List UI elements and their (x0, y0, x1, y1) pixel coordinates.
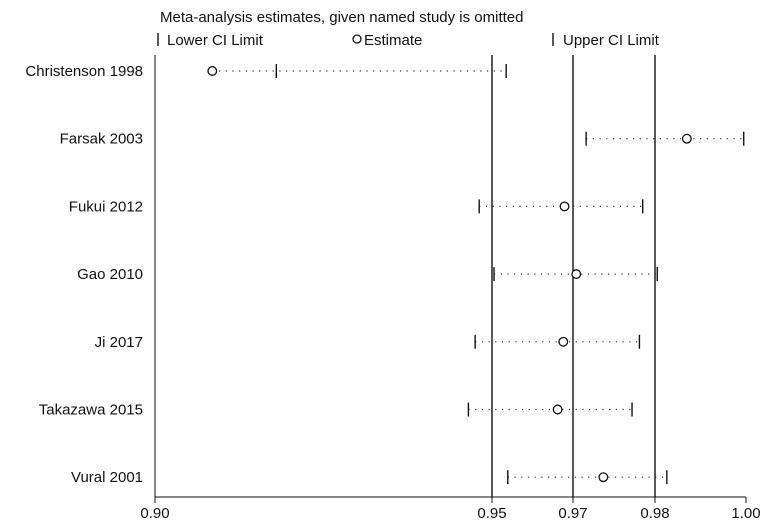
x-tick-label: 0.95 (477, 505, 506, 522)
study-name: Gao 2010 (77, 266, 143, 283)
legend: Lower CI Limit Estimate Upper CI Limit (157, 32, 660, 49)
study-name: Takazawa 2015 (39, 402, 143, 419)
study-name: Fukui 2012 (69, 198, 143, 215)
legend-estimate-marker (352, 34, 362, 44)
estimate-marker (571, 269, 582, 280)
x-tick-label: 0.98 (640, 505, 669, 522)
estimate-marker (552, 404, 563, 415)
estimate-marker (681, 133, 692, 144)
x-axis-ticks: 0.90 0.95 0.97 0.98 1.00 (140, 497, 761, 522)
study-row: Christenson 1998 (25, 63, 507, 80)
estimate-marker (559, 201, 570, 212)
x-tick-label: 0.97 (558, 505, 587, 522)
study-row: Fukui 2012 (69, 198, 644, 215)
estimate-marker (207, 66, 218, 76)
study-row: Farsak 2003 (60, 131, 745, 148)
legend-estimate-label: Estimate (364, 32, 422, 49)
study-name: Ji 2017 (95, 334, 143, 351)
legend-upper-label: Upper CI Limit (563, 32, 660, 49)
estimate-marker (598, 472, 609, 483)
study-row: Gao 2010 (77, 266, 658, 283)
study-rows: Christenson 1998 Farsak 2003 Fukui 2012 Gao… (25, 63, 745, 486)
x-tick-label: 0.90 (140, 505, 169, 522)
study-name: Farsak 2003 (60, 131, 143, 148)
study-row: Takazawa 2015 (39, 402, 633, 419)
study-row: Vural 2001 (71, 469, 668, 486)
chart-title: Meta-analysis estimates, given named stu… (160, 9, 524, 26)
estimate-marker (558, 336, 569, 347)
x-tick-label: 1.00 (731, 505, 760, 522)
study-row: Ji 2017 (95, 334, 641, 351)
study-name: Vural 2001 (71, 469, 143, 486)
legend-lower-label: Lower CI Limit (167, 32, 264, 49)
study-name: Christenson 1998 (25, 63, 143, 80)
